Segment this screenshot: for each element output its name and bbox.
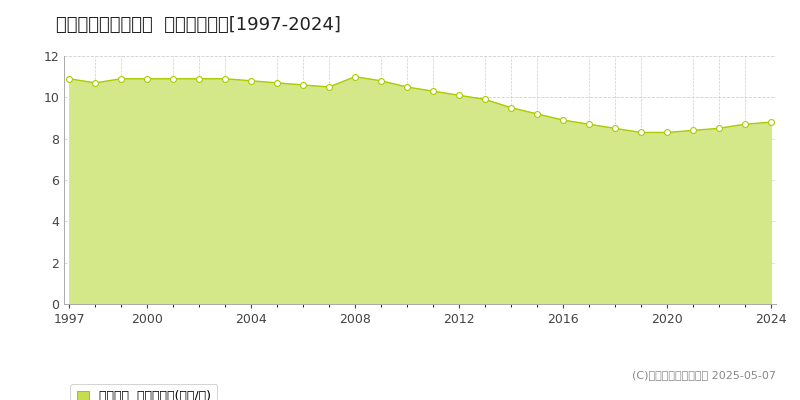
Point [453,92,466,98]
Point [374,78,387,84]
Point [141,76,154,82]
Point [62,76,75,82]
Point [765,119,778,125]
Point [426,88,439,94]
Point [582,121,595,128]
Point [401,84,414,90]
Point [322,84,335,90]
Legend: 基準地価  平均坪単価(万円/坪): 基準地価 平均坪単価(万円/坪) [70,384,218,400]
Point [114,76,127,82]
Point [478,96,491,102]
Point [713,125,726,132]
Text: 三養基郡上峰町坊所  基準地価推移[1997-2024]: 三養基郡上峰町坊所 基準地価推移[1997-2024] [56,16,341,34]
Point [738,121,751,128]
Point [89,80,102,86]
Point [505,104,518,111]
Point [530,111,543,117]
Point [609,125,622,132]
Point [557,117,570,123]
Text: (C)土地価格ドットコム 2025-05-07: (C)土地価格ドットコム 2025-05-07 [632,370,776,380]
Point [297,82,310,88]
Point [349,74,362,80]
Point [166,76,179,82]
Point [270,80,283,86]
Point [218,76,231,82]
Point [686,127,699,134]
Point [661,129,674,136]
Point [193,76,206,82]
Point [634,129,647,136]
Point [245,78,258,84]
